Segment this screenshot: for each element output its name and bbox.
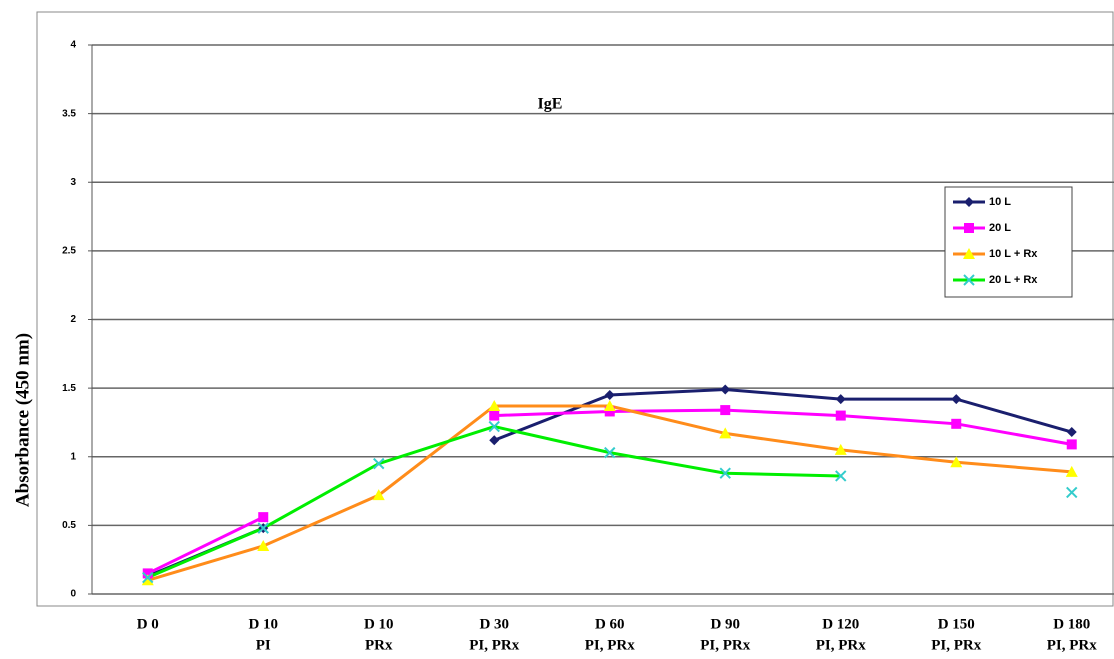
- marker: [488, 399, 501, 411]
- marker: [963, 248, 975, 259]
- x-tick-label: D 10: [248, 616, 278, 632]
- marker: [963, 274, 975, 286]
- y-tick-label: 3.5: [62, 108, 76, 119]
- legend-label: 10 L + Rx: [989, 248, 1038, 260]
- legend-label: 10 L: [989, 196, 1011, 208]
- y-tick-label: 0.5: [62, 520, 76, 531]
- marker: [489, 410, 500, 421]
- y-axis-label: Absorbance (450 nm): [12, 333, 33, 507]
- marker: [142, 568, 153, 579]
- marker: [604, 446, 616, 459]
- x-tick-label: D 120: [822, 616, 859, 632]
- x-tick-label: PI, PRx: [816, 637, 866, 653]
- marker: [603, 399, 616, 411]
- marker: [373, 457, 385, 470]
- y-tick-label: 1.5: [62, 383, 76, 394]
- x-tick-label: PI, PRx: [469, 637, 519, 653]
- marker: [141, 574, 154, 586]
- marker: [964, 223, 974, 233]
- marker: [257, 539, 270, 551]
- x-tick-label: PI: [256, 637, 271, 653]
- y-tick-label: 0: [70, 589, 76, 600]
- marker: [257, 522, 269, 534]
- marker: [1066, 427, 1077, 438]
- marker: [720, 405, 731, 416]
- x-tick-label: PI, PRx: [1047, 637, 1097, 653]
- series-line: [147, 408, 1073, 575]
- y-tick-label: 2: [70, 314, 76, 325]
- y-tick-label: 4: [70, 40, 76, 51]
- marker: [720, 384, 731, 395]
- marker: [951, 418, 962, 429]
- marker: [964, 197, 974, 207]
- marker: [372, 489, 385, 501]
- marker: [835, 470, 847, 482]
- marker: [488, 420, 500, 433]
- marker: [604, 389, 615, 400]
- marker: [142, 571, 154, 584]
- marker: [258, 512, 269, 523]
- x-tick-label: D 60: [595, 616, 625, 632]
- marker: [719, 467, 731, 479]
- y-tick-label: 1: [70, 451, 76, 462]
- x-tick-label: PI, PRx: [585, 637, 635, 653]
- x-tick-label: D 180: [1053, 616, 1090, 632]
- marker: [835, 410, 846, 421]
- series-line: [147, 387, 1073, 578]
- marker: [835, 394, 846, 405]
- marker: [950, 456, 963, 468]
- x-tick-label: D 90: [710, 616, 740, 632]
- marker: [719, 427, 732, 439]
- x-tick-label: D 0: [137, 616, 159, 632]
- x-tick-label: PI, PRx: [700, 637, 750, 653]
- y-tick-label: 2.5: [62, 246, 76, 257]
- x-tick-label: PRx: [365, 637, 393, 653]
- marker: [604, 406, 615, 417]
- y-tick-label: 3: [70, 177, 76, 188]
- x-tick-label: D 10: [364, 616, 394, 632]
- x-tick-label: PI, PRx: [931, 637, 981, 653]
- legend-label: 20 L: [989, 222, 1011, 234]
- marker: [1066, 486, 1078, 499]
- marker: [1066, 439, 1077, 450]
- marker: [489, 435, 500, 446]
- chart-frame: [36, 11, 1114, 607]
- marker: [1065, 465, 1078, 477]
- legend-label: 20 L + Rx: [989, 274, 1038, 286]
- marker: [951, 394, 962, 405]
- x-tick-label: D 30: [479, 616, 509, 632]
- marker: [834, 443, 847, 455]
- x-tick-label: D 150: [938, 616, 975, 632]
- chart-title: IgE: [538, 96, 563, 113]
